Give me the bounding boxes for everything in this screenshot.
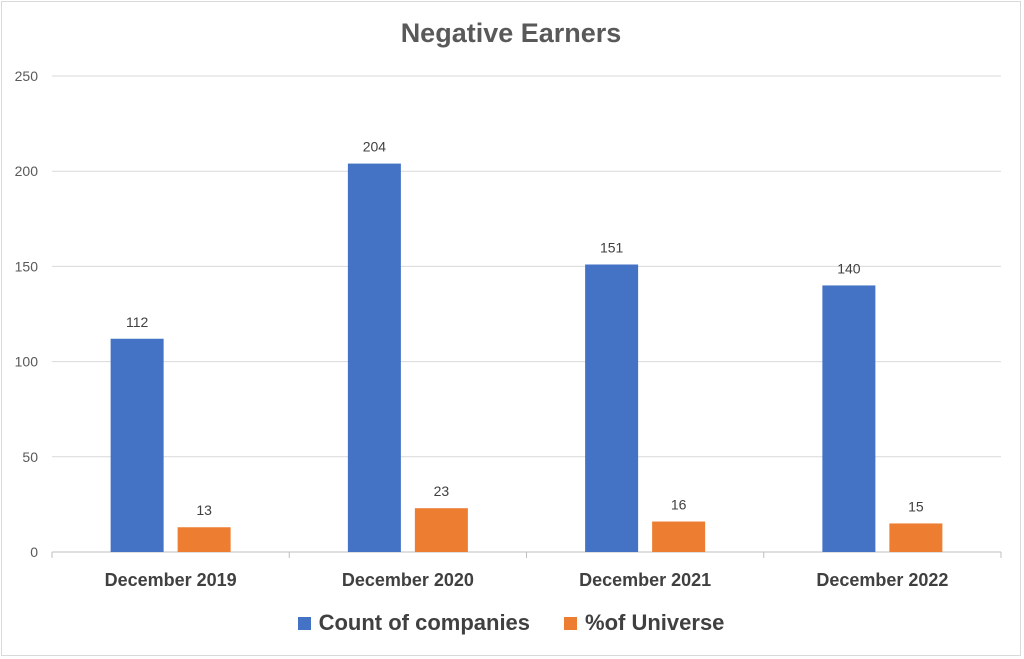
bar [652, 521, 706, 552]
legend-label: %of Universe [585, 610, 725, 635]
x-tick-label: December 2019 [105, 570, 237, 590]
data-label: 13 [196, 502, 212, 518]
data-label: 16 [671, 497, 687, 513]
legend-item: %of Universe [564, 610, 724, 636]
data-label: 151 [600, 239, 624, 255]
bar [414, 508, 468, 552]
data-label: 23 [434, 483, 450, 499]
y-tick-label: 100 [15, 354, 39, 370]
legend-swatch [297, 616, 311, 630]
bar [585, 264, 639, 552]
y-tick-label: 200 [15, 163, 39, 179]
data-label: 204 [363, 139, 387, 155]
data-label: 15 [908, 498, 924, 514]
bar [347, 163, 401, 553]
bar [889, 523, 943, 552]
y-tick-label: 150 [15, 258, 39, 274]
data-label: 112 [126, 314, 149, 330]
legend: Count of companies %of Universe [0, 610, 1022, 636]
x-tick-label: December 2021 [579, 570, 711, 590]
x-tick-label: December 2020 [342, 570, 474, 590]
bar [110, 338, 164, 552]
x-tick-label: December 2022 [816, 570, 948, 590]
data-label: 140 [837, 260, 861, 276]
legend-label: Count of companies [318, 610, 531, 635]
y-tick-label: 0 [30, 544, 38, 560]
chart-title: Negative Earners [400, 18, 622, 48]
y-tick-label: 50 [22, 449, 38, 465]
legend-item: Count of companies [297, 610, 531, 636]
y-tick-label: 250 [15, 68, 39, 84]
legend-swatch [564, 616, 578, 630]
bar [822, 285, 876, 552]
bar [177, 527, 231, 552]
